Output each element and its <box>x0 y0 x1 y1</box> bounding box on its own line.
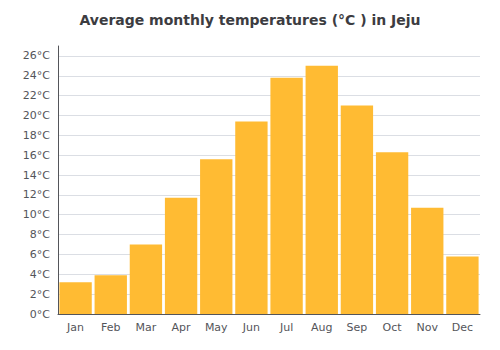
svg-text:14°C: 14°C <box>23 169 50 182</box>
svg-text:20°C: 20°C <box>23 109 50 122</box>
svg-text:Oct: Oct <box>383 321 403 334</box>
svg-text:May: May <box>205 321 228 334</box>
svg-text:Nov: Nov <box>417 321 439 334</box>
svg-text:Sep: Sep <box>347 321 368 334</box>
svg-text:Mar: Mar <box>136 321 157 334</box>
svg-text:0°C: 0°C <box>30 308 50 321</box>
svg-text:Aug: Aug <box>311 321 332 334</box>
svg-text:18°C: 18°C <box>23 129 50 142</box>
svg-text:2°C: 2°C <box>30 288 50 301</box>
svg-text:22°C: 22°C <box>23 89 50 102</box>
svg-text:Jan: Jan <box>66 321 84 334</box>
svg-text:8°C: 8°C <box>30 228 50 241</box>
svg-text:Jun: Jun <box>242 321 260 334</box>
svg-text:16°C: 16°C <box>23 149 50 162</box>
svg-text:26°C: 26°C <box>23 49 50 62</box>
svg-text:12°C: 12°C <box>23 188 50 201</box>
svg-text:10°C: 10°C <box>23 208 50 221</box>
svg-text:Apr: Apr <box>172 321 192 334</box>
svg-text:4°C: 4°C <box>30 268 50 281</box>
svg-text:Jul: Jul <box>279 321 293 334</box>
svg-text:24°C: 24°C <box>23 69 50 82</box>
svg-text:Feb: Feb <box>101 321 120 334</box>
svg-text:Average monthly temperatures (: Average monthly temperatures (°C ) in Je… <box>79 12 420 28</box>
svg-text:6°C: 6°C <box>30 248 50 261</box>
svg-text:Dec: Dec <box>452 321 473 334</box>
